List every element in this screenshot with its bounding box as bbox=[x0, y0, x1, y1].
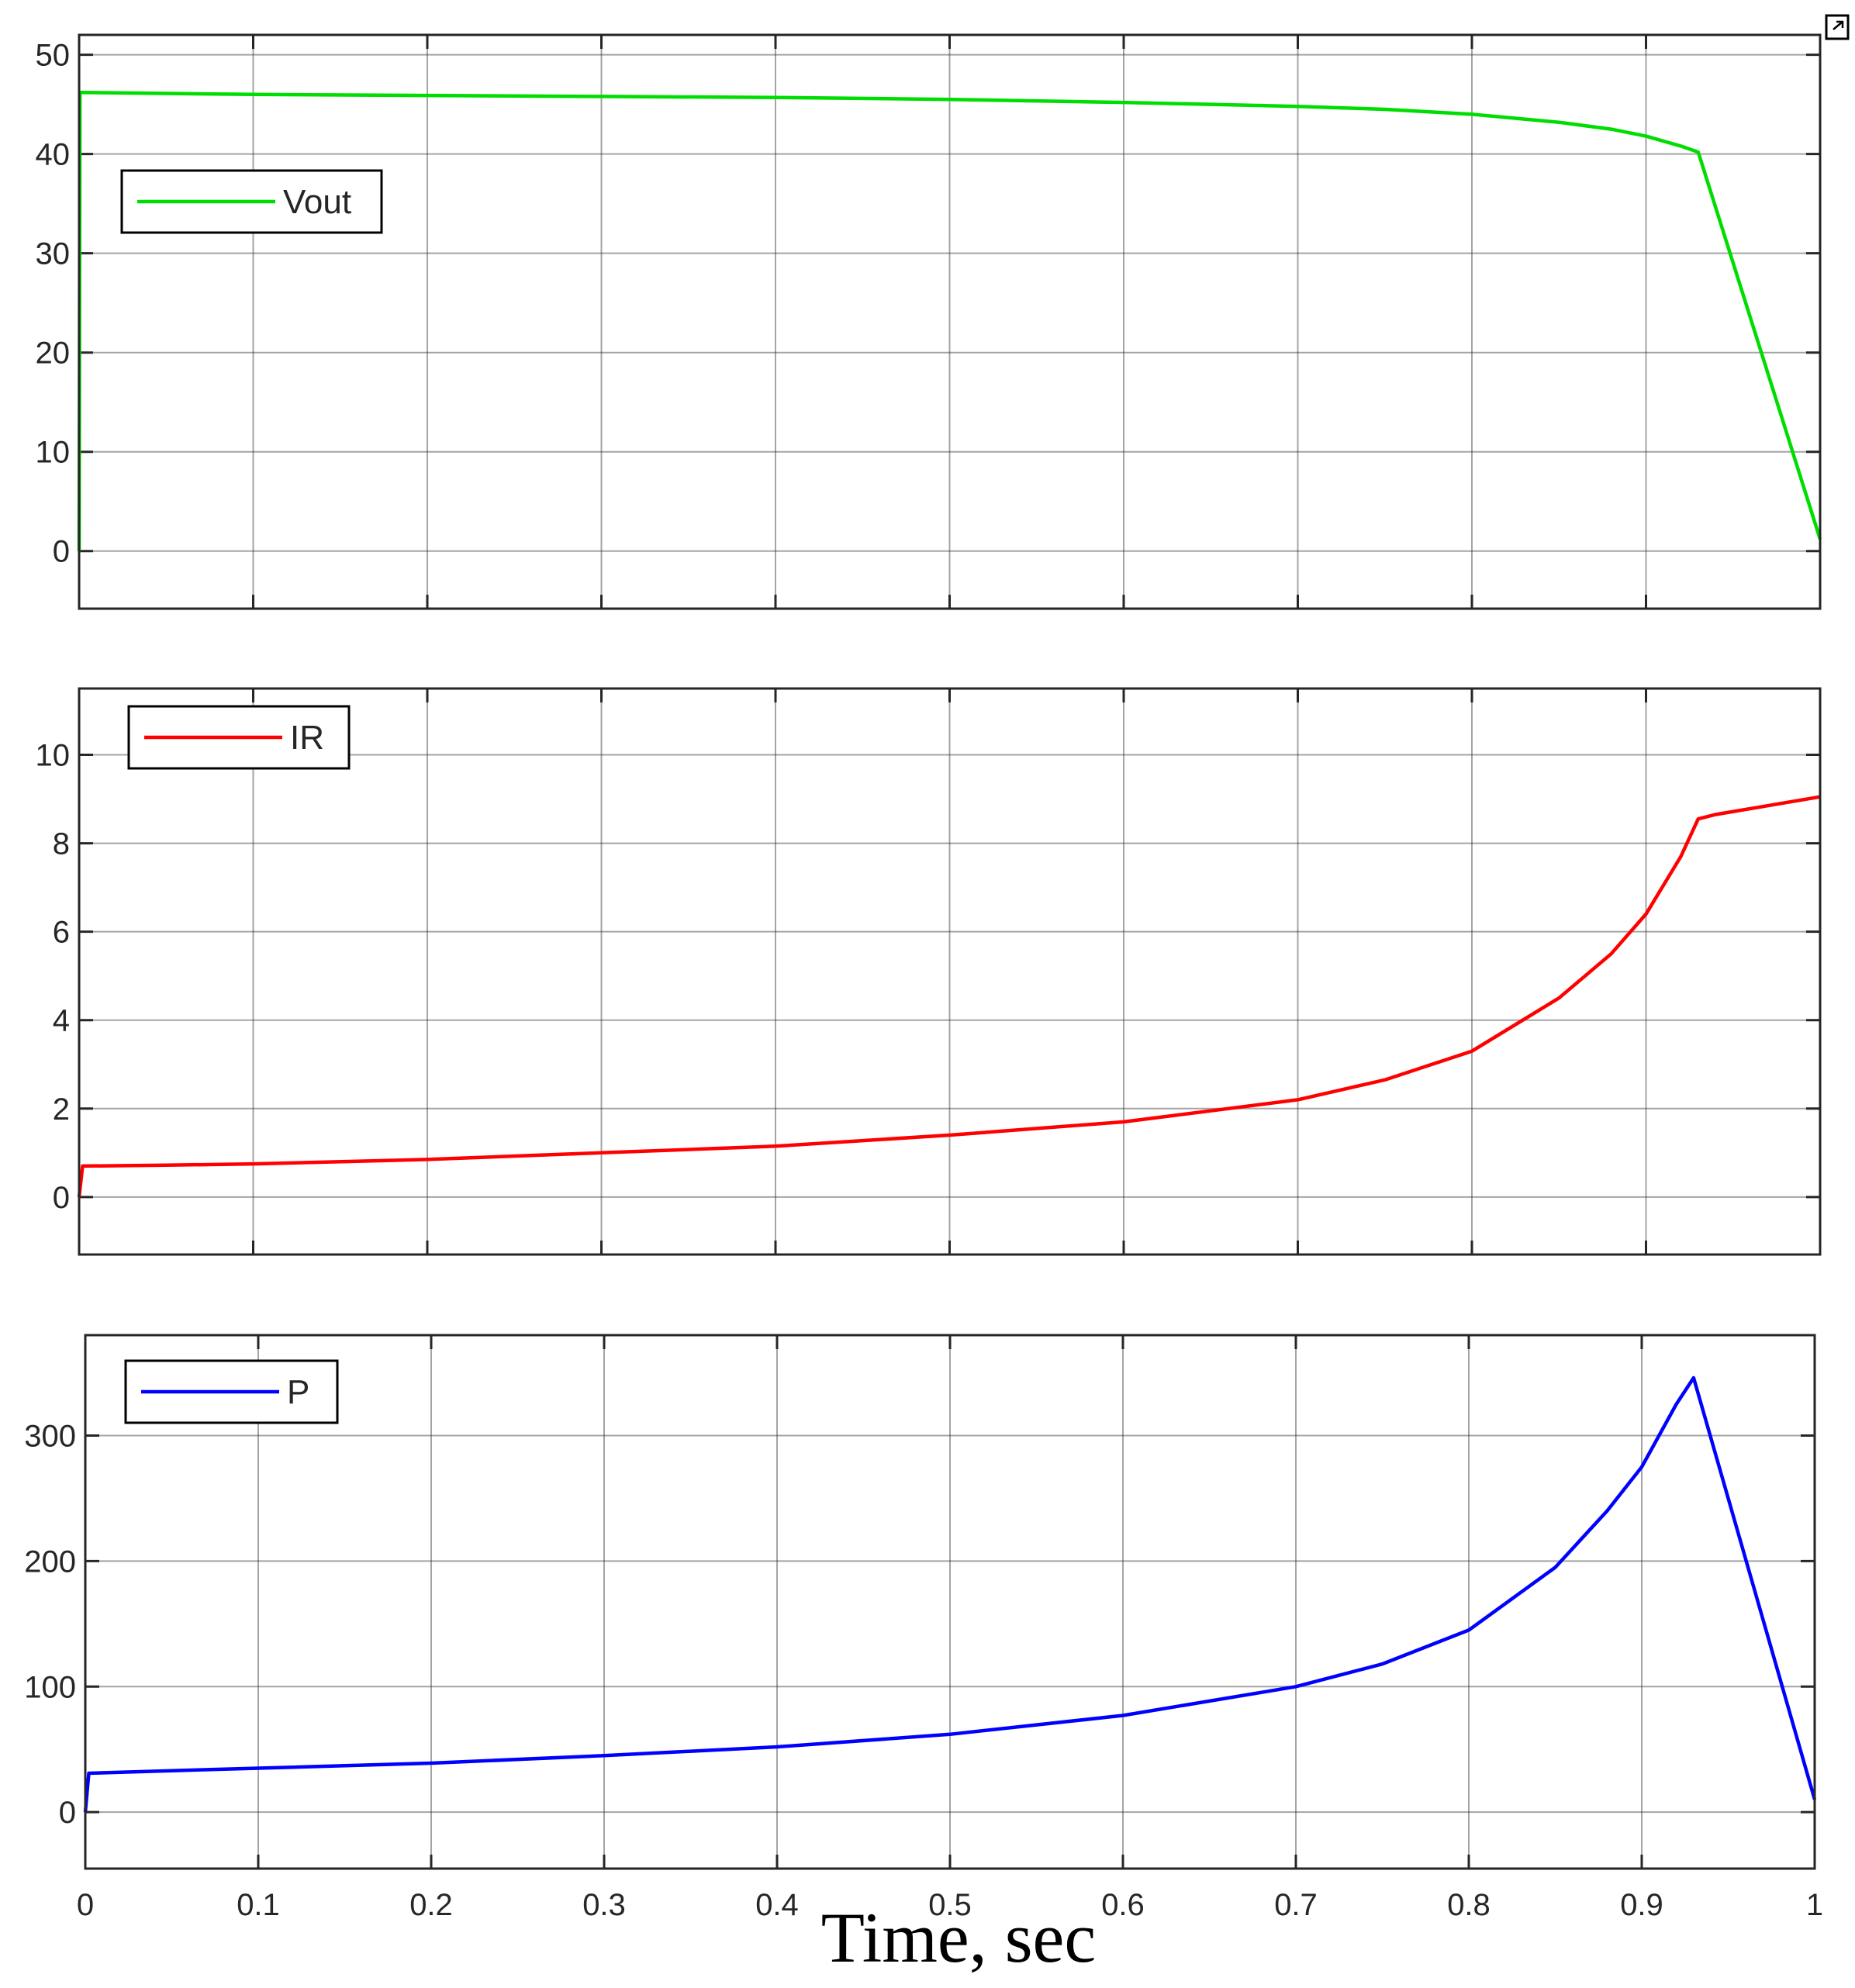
legend-label-p: P bbox=[287, 1373, 309, 1411]
x-tick-label: 0.8 bbox=[1447, 1888, 1491, 1922]
plot-area bbox=[85, 1335, 1815, 1869]
x-tick-label: 0.9 bbox=[1620, 1888, 1663, 1922]
y-tick-label: 2 bbox=[53, 1092, 70, 1127]
y-tick-label: 20 bbox=[36, 337, 71, 371]
x-tick-label: 0 bbox=[77, 1888, 94, 1922]
legend: Vout bbox=[120, 169, 383, 234]
y-tick-label: 10 bbox=[36, 739, 71, 773]
x-tick-label: 0.1 bbox=[237, 1888, 280, 1922]
y-tick-label: 300 bbox=[24, 1420, 76, 1454]
x-tick-label: 1 bbox=[1806, 1888, 1823, 1922]
y-tick-label: 100 bbox=[24, 1670, 76, 1704]
x-tick-label: 0.6 bbox=[1101, 1888, 1145, 1922]
y-tick-label: 0 bbox=[53, 1181, 70, 1215]
axes-frame bbox=[78, 687, 1822, 1256]
axes-frame bbox=[84, 1334, 1816, 1870]
maximize-icon[interactable] bbox=[1825, 14, 1850, 40]
series-line-p bbox=[83, 1375, 1817, 1813]
legend-label-ir: IR bbox=[290, 719, 324, 757]
series-line-vout bbox=[77, 91, 1822, 551]
x-tick-label: 0.4 bbox=[755, 1888, 799, 1922]
legend-label-vout: Vout bbox=[283, 183, 351, 221]
y-tick-label: 6 bbox=[53, 916, 70, 950]
power-subplot: 0 0.1 0.2 0.3 0.4 0.5 0.6 0.7 0.8 0.9 1 0 100 200 300 P bbox=[24, 1334, 1823, 1922]
x-tick-label: 0.5 bbox=[928, 1888, 972, 1922]
x-tick-label: 0.7 bbox=[1274, 1888, 1318, 1922]
ir-subplot: 0 2 4 6 8 10 IR bbox=[36, 687, 1822, 1256]
vout-subplot: 0 10 20 30 40 50 Vout bbox=[36, 33, 1822, 610]
legend: IR bbox=[127, 705, 351, 770]
y-tick-label: 8 bbox=[53, 827, 70, 861]
plot-area bbox=[79, 35, 1820, 609]
y-tick-label: 50 bbox=[36, 39, 71, 73]
series-line-ir bbox=[77, 795, 1821, 1198]
y-tick-label: 10 bbox=[36, 436, 71, 470]
legend: P bbox=[124, 1359, 339, 1424]
y-tick-label: 0 bbox=[53, 535, 70, 569]
y-tick-label: 0 bbox=[59, 1796, 76, 1830]
y-tick-label: 200 bbox=[24, 1544, 76, 1579]
y-tick-label: 40 bbox=[36, 138, 71, 172]
x-tick-label: 0.2 bbox=[409, 1888, 453, 1922]
axes-frame bbox=[78, 33, 1822, 610]
x-axis-label: Time, sec bbox=[821, 1898, 1096, 1977]
y-tick-label: 30 bbox=[36, 237, 71, 271]
x-tick-label: 0.3 bbox=[582, 1888, 626, 1922]
y-tick-label: 4 bbox=[53, 1004, 70, 1038]
